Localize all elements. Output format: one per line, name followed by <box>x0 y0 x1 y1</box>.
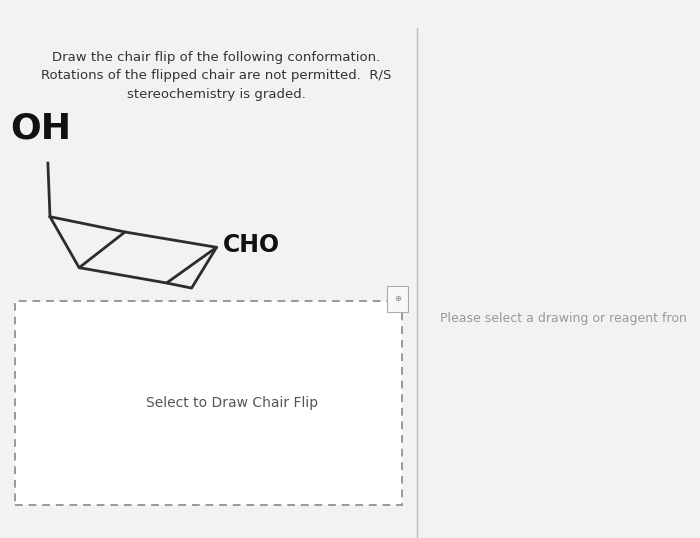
Text: OH: OH <box>10 111 71 145</box>
Text: ⊕: ⊕ <box>394 294 401 303</box>
Text: Please select a drawing or reagent fron: Please select a drawing or reagent fron <box>440 312 687 325</box>
Text: CHO: CHO <box>223 233 280 257</box>
Text: Draw the chair flip of the following conformation.
Rotations of the flipped chai: Draw the chair flip of the following con… <box>41 51 392 101</box>
Text: Select to Draw Chair Flip: Select to Draw Chair Flip <box>146 396 318 410</box>
FancyBboxPatch shape <box>386 286 408 312</box>
Bar <box>15 301 402 505</box>
